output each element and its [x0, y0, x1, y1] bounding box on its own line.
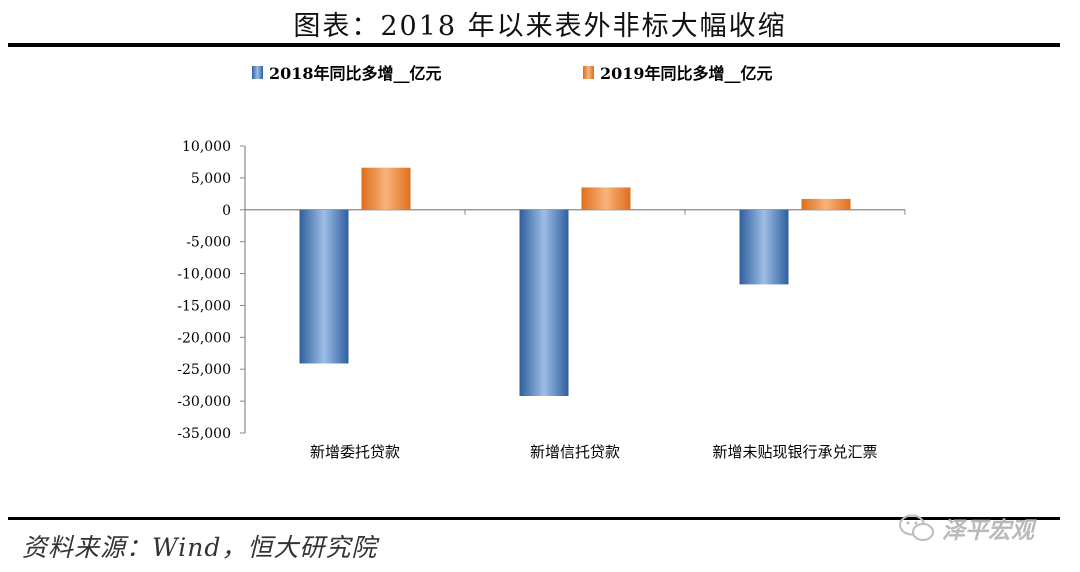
- wechat-icon: [899, 514, 934, 541]
- bar-2019: [581, 187, 631, 210]
- bottom-rule: [8, 517, 1060, 520]
- chart-title: 图表：2018 年以来表外非标大幅收缩: [293, 11, 787, 42]
- source-note: 资料来源：Wind，恒大研究院: [22, 533, 378, 562]
- legend: 2018年同比多增__亿元 2019年同比多增__亿元: [0, 60, 1080, 84]
- legend-label-2018: 2018年同比多增__亿元: [269, 64, 442, 83]
- y-tick-label: -20,000: [177, 330, 231, 346]
- legend-swatch-2019: [583, 65, 594, 79]
- legend-label-2019: 2019年同比多增__亿元: [600, 64, 773, 83]
- legend-item-2018: 2018年同比多增__亿元: [252, 60, 442, 84]
- bar-2018: [739, 209, 789, 285]
- legend-item-2019: 2019年同比多增__亿元: [583, 60, 773, 84]
- y-tick-label: -30,000: [177, 394, 231, 410]
- x-category-label: 新增信托贷款: [530, 443, 620, 461]
- bar-2018: [519, 209, 569, 397]
- bar-2019: [801, 198, 851, 210]
- watermark: 泽平宏观: [898, 508, 1034, 548]
- y-tick-label: -25,000: [177, 362, 231, 378]
- x-category-label: 新增委托贷款: [310, 443, 400, 461]
- y-tick-label: 10,000: [182, 139, 231, 155]
- bar-chart: 10,000 5,000 0 -5,000 -10,000 -15,000 -20,000 -…: [177, 139, 906, 461]
- y-tick-label: 0: [222, 203, 231, 219]
- x-category-label: 新增未贴现银行承兑汇票: [712, 443, 877, 461]
- y-tick-label: -5,000: [186, 235, 231, 251]
- y-tick-label: -15,000: [177, 298, 231, 314]
- legend-swatch-2018: [252, 65, 263, 79]
- bar-2019: [361, 167, 411, 210]
- y-tick-label: -35,000: [177, 426, 231, 442]
- watermark-text: 泽平宏观: [942, 517, 1034, 544]
- y-tick-label: -10,000: [177, 267, 231, 283]
- top-rule: [8, 43, 1060, 47]
- bar-2018: [299, 209, 349, 364]
- y-tick-label: 5,000: [191, 171, 231, 187]
